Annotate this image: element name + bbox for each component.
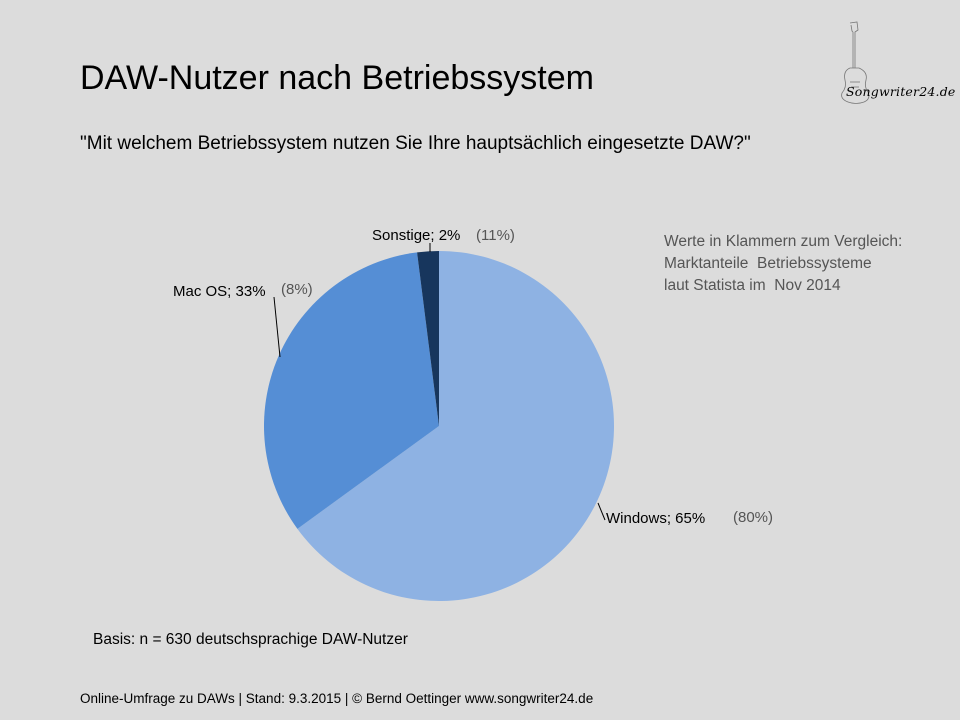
footer-credit: Online-Umfrage zu DAWs | Stand: 9.3.2015… xyxy=(80,691,594,706)
guitar-icon xyxy=(841,21,870,104)
slice-label-windows: Windows; 65% xyxy=(606,510,705,527)
slice-compare-mac-os: (8%) xyxy=(281,281,313,298)
slice-compare-windows: (80%) xyxy=(733,509,773,526)
pie-slice-mac-os xyxy=(264,252,439,529)
pie-slice-sonstige xyxy=(417,251,439,426)
slice-label-mac-os: Mac OS; 33% xyxy=(173,283,266,300)
chart-title: DAW-Nutzer nach Betriebssystem xyxy=(80,59,594,97)
leader-line-mac-os xyxy=(273,296,281,358)
brand-logo: Songwriter24.de xyxy=(834,20,956,112)
slice-compare-sonstige: (11%) xyxy=(476,227,515,244)
leader-line-windows xyxy=(597,502,606,521)
brand-logo-text: Songwriter24.de xyxy=(846,84,956,99)
pie-slice-windows xyxy=(297,251,614,601)
sample-basis: Basis: n = 630 deutschsprachige DAW-Nutz… xyxy=(93,631,408,648)
chart-subtitle: "Mit welchem Betriebssystem nutzen Sie I… xyxy=(80,133,751,154)
slice-label-sonstige: Sonstige; 2% xyxy=(372,227,460,244)
comparison-note: Werte in Klammern zum Vergleich: Marktan… xyxy=(664,233,903,294)
